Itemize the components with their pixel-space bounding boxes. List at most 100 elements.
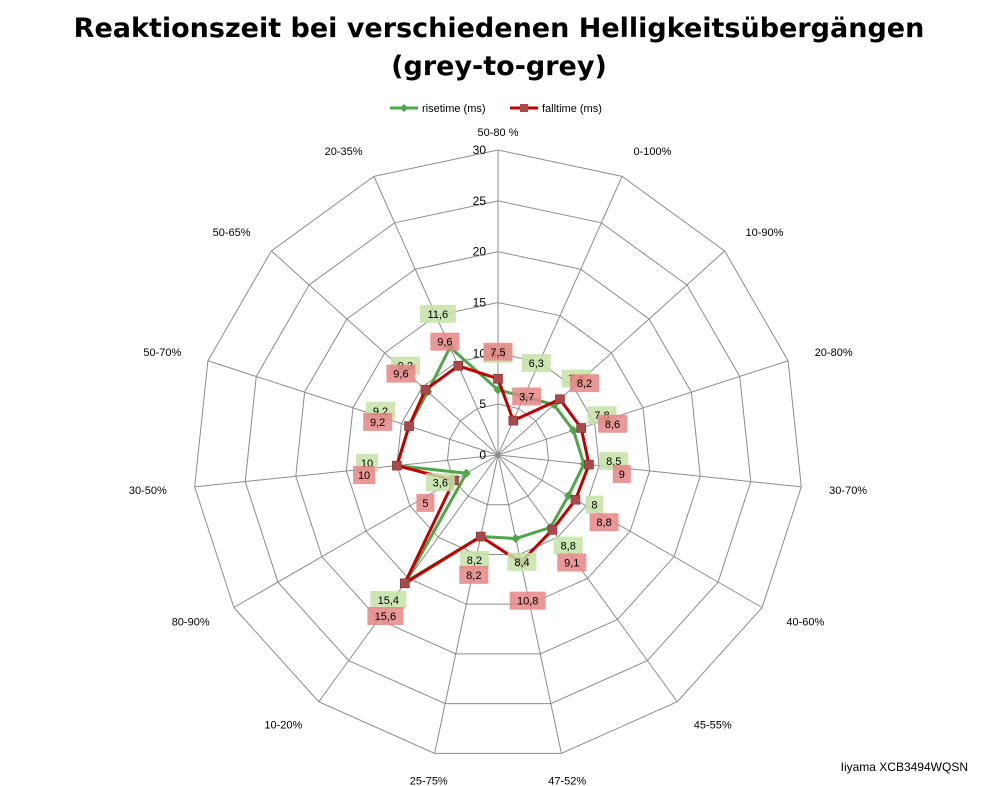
falltime-data-label-bg <box>557 553 587 572</box>
risetime-data-label: 3,6 <box>433 477 448 489</box>
grid-ring <box>194 149 802 754</box>
radial-tick-label: 0 <box>479 448 486 462</box>
falltime-data-label-bg <box>569 374 599 393</box>
grid-ring <box>345 301 651 605</box>
legend-label-1: falltime (ms) <box>542 103 602 115</box>
falltime-data-label: 5 <box>422 498 428 510</box>
falltime-data-label: 15,6 <box>375 611 396 623</box>
falltime-data-label: 10 <box>358 470 370 482</box>
grid-spoke <box>497 360 789 456</box>
falltime-data-label-bg <box>416 493 435 512</box>
falltime-data-label-bg <box>512 387 542 406</box>
category-label: 50-65% <box>213 227 251 239</box>
risetime-data-label: 15,4 <box>378 595 399 607</box>
risetime-point <box>461 468 471 478</box>
falltime-data-label-bg <box>363 412 393 431</box>
risetime-data-label: 8,4 <box>514 557 529 569</box>
falltime-point <box>475 531 486 542</box>
chart-title-line-2: (grey-to-grey) <box>391 51 607 82</box>
risetime-data-label: 11,6 <box>428 309 449 321</box>
falltime-data-label: 9 <box>619 469 625 481</box>
falltime-data-label-bg <box>483 342 513 361</box>
risetime-data-label-bg <box>553 536 583 555</box>
radial-tick-label: 15 <box>473 296 487 310</box>
risetime-data-label-bg <box>419 304 456 323</box>
grid-ring <box>446 403 550 506</box>
falltime-point <box>570 494 581 505</box>
falltime-data-label-bg <box>386 364 416 383</box>
series-line-1 <box>395 364 591 585</box>
category-label: 25-75% <box>410 776 448 786</box>
falltime-data-label-bg <box>589 513 619 532</box>
category-label: 30-70% <box>829 485 867 497</box>
grid-ring <box>244 200 752 705</box>
risetime-data-label-bg <box>459 550 489 569</box>
grid-ring <box>396 352 600 555</box>
legend-marker-risetime <box>400 104 408 112</box>
falltime-point <box>547 525 558 535</box>
category-label: 40-60% <box>786 617 824 629</box>
falltime-data-label-bg <box>598 414 628 433</box>
falltime-data-label: 8,2 <box>577 378 592 390</box>
category-label: 10-20% <box>264 719 302 731</box>
category-label: 20-80% <box>815 347 853 359</box>
falltime-point <box>399 578 410 589</box>
grid-spoke <box>497 454 678 703</box>
risetime-data-label: 8,8 <box>561 541 576 553</box>
falltime-data-label: 9,6 <box>437 337 452 349</box>
falltime-point <box>508 415 519 426</box>
monitor-caption: Iiyama XCB3494WQSN <box>840 760 968 774</box>
risetime-data-label: 8 <box>591 500 597 512</box>
falltime-point <box>420 384 431 395</box>
risetime-data-label: 8,2 <box>467 555 482 567</box>
category-label: 47-52% <box>548 776 586 786</box>
grid-spoke <box>207 360 499 456</box>
risetime-data-label-bg <box>521 354 551 373</box>
grid-ring <box>295 251 701 655</box>
falltime-data-label-bg <box>459 565 489 584</box>
grid-spoke <box>497 250 725 456</box>
falltime-data-label: 3,7 <box>519 391 534 403</box>
falltime-point <box>493 373 503 384</box>
category-label: 30-50% <box>129 485 167 497</box>
grid-spoke <box>434 454 499 754</box>
falltime-data-label-bg <box>612 465 631 484</box>
falltime-point <box>576 423 586 433</box>
grid-spoke <box>271 250 499 456</box>
radial-tick-label: 5 <box>479 397 486 411</box>
radial-tick-label: 20 <box>473 245 487 259</box>
grid-spoke <box>194 454 499 488</box>
risetime-data-label-bg <box>425 473 455 492</box>
falltime-data-label: 7,5 <box>490 347 505 359</box>
risetime-data-label-bg <box>370 590 407 609</box>
risetime-data-label: 6,3 <box>529 358 544 370</box>
grid-spoke <box>497 454 802 488</box>
falltime-data-label-bg <box>509 591 546 610</box>
chart-title-line-1: Reaktionszeit bei verschiedenen Helligke… <box>73 13 925 44</box>
category-label: 20-35% <box>325 146 363 158</box>
legend-marker-falltime <box>520 104 528 112</box>
falltime-data-label: 10,8 <box>517 596 538 608</box>
falltime-point <box>404 421 414 431</box>
radial-tick-label: 25 <box>473 194 487 208</box>
radial-tick-label: 10 <box>473 346 487 360</box>
falltime-data-label: 9,1 <box>564 558 579 570</box>
falltime-point <box>392 460 402 471</box>
category-label: 50-80 % <box>478 127 519 139</box>
falltime-data-label-bg <box>367 607 404 626</box>
falltime-data-label: 9,6 <box>393 369 408 381</box>
risetime-point <box>568 425 578 435</box>
falltime-data-label-bg <box>430 332 460 351</box>
category-label: 10-90% <box>745 227 783 239</box>
category-label: 50-70% <box>143 347 181 359</box>
category-label: 80-90% <box>172 617 210 629</box>
risetime-data-label-bg <box>585 495 604 514</box>
radial-tick-label: 30 <box>473 143 487 157</box>
falltime-point <box>584 459 594 470</box>
risetime-data-label-bg <box>507 552 537 571</box>
falltime-data-label-bg <box>353 466 376 485</box>
falltime-data-label: 8,8 <box>596 517 611 529</box>
risetime-point <box>511 534 521 544</box>
category-label: 45-55% <box>694 719 732 731</box>
